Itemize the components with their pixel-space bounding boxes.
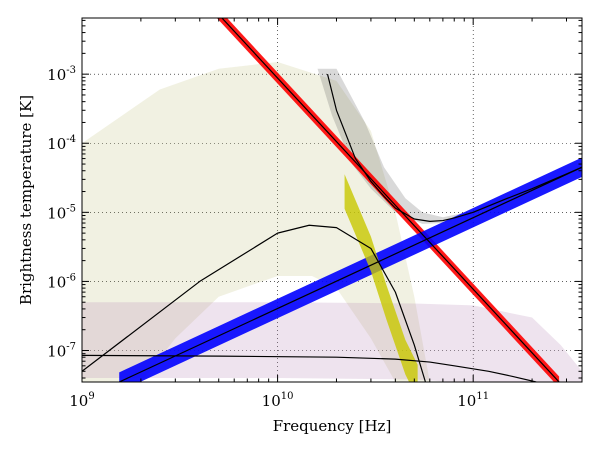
series-band-1	[119, 157, 582, 382]
series-line-3	[82, 354, 537, 382]
x-axis-title: Frequency [Hz]	[273, 417, 392, 435]
tick-labels: 109 1010 1011 10-7 10-6 10-5 10-4 10-3	[47, 65, 489, 410]
axis-ticks	[81, 18, 582, 382]
faint-band-0	[82, 61, 430, 382]
plot-frame	[81, 17, 583, 383]
y-tick-label: 10-7	[47, 342, 76, 361]
y-tick-label: 10-5	[47, 203, 76, 222]
x-tick-label: 1010	[262, 391, 294, 410]
series-line-1	[118, 166, 582, 382]
faint-band-1	[82, 302, 582, 382]
faint-band-2	[317, 68, 508, 224]
series-line-0	[221, 18, 560, 382]
y-tick-label: 10-3	[47, 65, 76, 84]
series-line-4	[326, 74, 582, 222]
x-tick-label: 109	[69, 391, 94, 410]
series-band-2	[344, 174, 418, 382]
y-tick-label: 10-4	[47, 134, 76, 153]
y-tick-label: 10-6	[47, 272, 76, 291]
y-axis-title: Brightness temperature [K]	[17, 95, 35, 305]
series-line-2	[82, 224, 427, 382]
x-tick-label: 1011	[457, 391, 489, 410]
series-lines	[82, 18, 582, 382]
